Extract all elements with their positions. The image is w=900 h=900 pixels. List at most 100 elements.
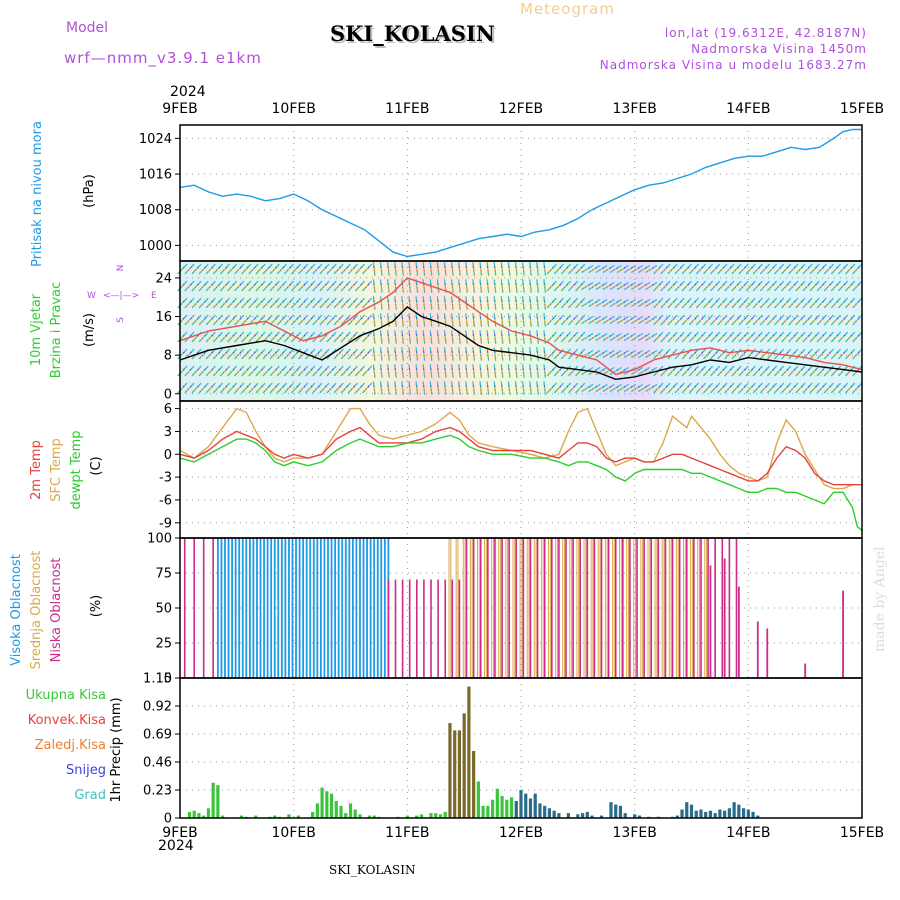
wind-barb xyxy=(219,297,231,309)
wind-barb xyxy=(595,264,608,274)
wind-barb xyxy=(759,348,770,360)
wind-barb xyxy=(276,348,287,360)
wind-barb xyxy=(845,382,856,394)
low-cloud-bar xyxy=(572,537,574,679)
low-cloud-bar xyxy=(707,537,709,679)
wind-barb xyxy=(379,347,383,361)
wind-barb xyxy=(408,364,412,378)
wind-barb xyxy=(568,280,579,292)
wind-barb xyxy=(290,263,302,275)
wind-barb xyxy=(816,297,827,309)
precip-bar xyxy=(187,811,192,818)
wind-barb xyxy=(319,314,330,326)
wind-barb xyxy=(507,381,511,395)
wind-barb xyxy=(347,263,358,275)
wind-barb xyxy=(529,262,532,276)
wind-barb xyxy=(465,347,468,361)
wind-barb xyxy=(781,280,792,292)
wind-barb xyxy=(774,263,785,275)
wind-barb xyxy=(234,365,245,377)
wind-barb xyxy=(602,298,615,308)
wind-barb xyxy=(609,298,622,308)
axis-labels: 9FEB 9FEB 10FEB 10FEB 11FEB 11FEB 12FEB 12FEB 13… xyxy=(9,101,884,841)
low-cloud-bar xyxy=(657,537,660,679)
wind-barb xyxy=(609,349,622,359)
high-cloud-bar xyxy=(323,537,326,679)
wind-barb xyxy=(415,296,419,310)
wind-barb xyxy=(638,366,651,376)
low-cloud-bar xyxy=(487,537,489,679)
wind-field xyxy=(177,261,863,401)
wind-barb xyxy=(283,263,295,275)
high-cloud-bar xyxy=(234,537,237,679)
wind-barb xyxy=(645,349,658,359)
high-cloud-bar xyxy=(362,537,365,679)
temp-unit: (C) xyxy=(89,456,104,475)
wind-barb xyxy=(408,262,412,276)
wind-barb xyxy=(340,348,351,360)
wind-barb xyxy=(326,280,337,292)
wind-barb xyxy=(766,280,778,292)
x-tick-label-bottom: 13FEB xyxy=(613,825,657,841)
wind-barb xyxy=(710,314,721,326)
precip-bar xyxy=(216,785,220,818)
precip-bar xyxy=(699,809,703,818)
wind-barb xyxy=(205,382,216,394)
precip-bar xyxy=(637,815,642,818)
precip-bar xyxy=(472,751,476,818)
wind-barb xyxy=(845,314,856,326)
wind-barb xyxy=(724,331,735,343)
wind-barb xyxy=(443,347,447,361)
wind-barb xyxy=(255,297,266,309)
wind-barb xyxy=(386,296,390,310)
low-cloud-bar xyxy=(723,558,726,679)
wind-barb xyxy=(408,279,412,293)
precip-bar xyxy=(751,811,755,818)
y-tick-label: 8 xyxy=(164,349,172,364)
precip-bar xyxy=(741,808,746,818)
wind-barb xyxy=(347,297,358,309)
wind-barb xyxy=(340,382,351,394)
wind-barb xyxy=(623,315,636,325)
wind-barb xyxy=(802,297,813,309)
wind-barb xyxy=(500,262,504,276)
wind-barb xyxy=(731,314,742,326)
wind-barb xyxy=(745,331,756,343)
wind-barb xyxy=(752,382,763,394)
wind-barb xyxy=(667,263,678,275)
wind-barb xyxy=(514,279,518,293)
wind-barb xyxy=(486,313,490,327)
wind-barb xyxy=(630,315,644,325)
wind-barb xyxy=(638,383,651,393)
precip-bar xyxy=(547,808,552,818)
wind-barb xyxy=(823,263,834,275)
wind-barb xyxy=(298,348,309,360)
wind-barb xyxy=(645,332,658,342)
wind-barb xyxy=(837,297,849,309)
wind-barb xyxy=(472,364,476,378)
wind-barb xyxy=(479,347,483,361)
wind-barb xyxy=(436,262,440,276)
wind-barb xyxy=(298,297,309,309)
compass-east: E xyxy=(151,291,157,301)
wind-barb xyxy=(845,280,856,292)
precip-bar xyxy=(353,809,357,818)
y-tick-label: 1008 xyxy=(139,203,172,218)
wind-barb xyxy=(347,314,358,326)
wind-barb xyxy=(830,297,842,309)
precip-bar xyxy=(680,809,684,818)
high-cloud-bar xyxy=(309,537,312,679)
x-tick-label-bottom: 11FEB xyxy=(385,825,429,841)
wind-barb xyxy=(255,280,266,292)
wind-barb xyxy=(759,365,770,377)
low-cloud-bar xyxy=(693,537,695,679)
wind-barb xyxy=(347,280,358,292)
sfc-axis-title: SFC Temp xyxy=(49,438,64,502)
mid-cloud-bar xyxy=(668,537,672,679)
wind-barb xyxy=(830,314,842,326)
wind-barb xyxy=(529,279,532,293)
wind-barb xyxy=(546,348,557,360)
wind-barb xyxy=(630,332,644,342)
wind-barb xyxy=(290,382,302,394)
precip-legend-item: Ukupna Kisa xyxy=(26,688,106,703)
